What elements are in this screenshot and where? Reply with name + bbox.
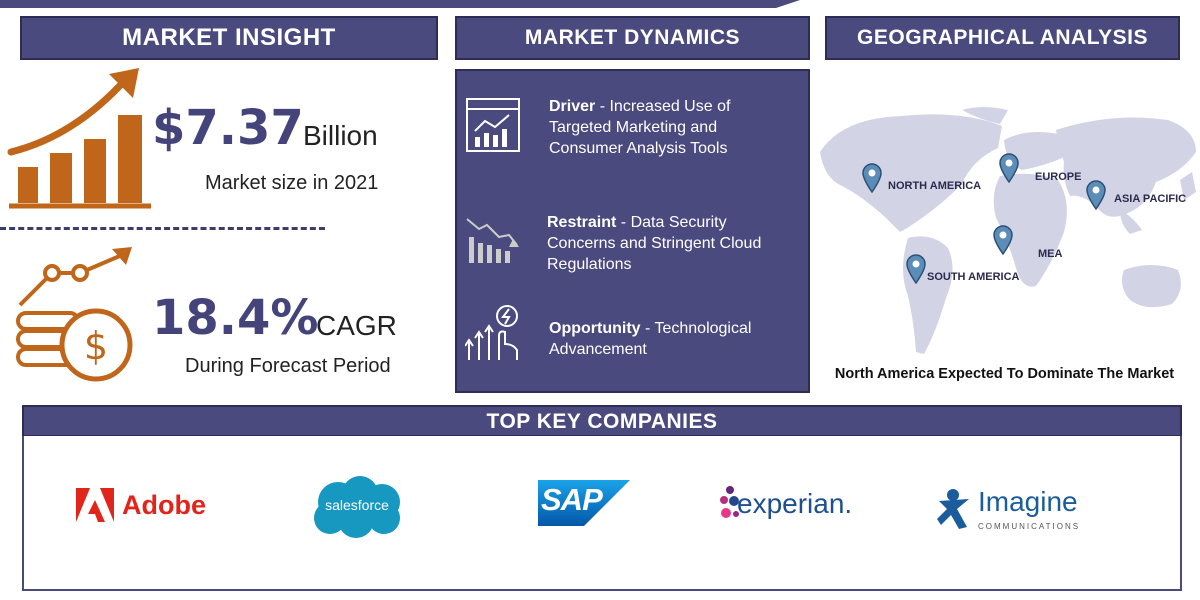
adobe-logo-icon	[76, 488, 114, 522]
companies-panel	[22, 436, 1182, 591]
sap-logo-icon	[538, 480, 630, 526]
experian-dots-icon	[720, 486, 739, 518]
restraint-description: Data Security Concerns and Stringent Clo…	[547, 214, 762, 273]
geographical-analysis-header: GEOGRAPHICAL ANALYSIS	[825, 16, 1180, 60]
mea-pin-icon	[993, 225, 1013, 255]
company-experian: experian.	[737, 488, 853, 519]
south-america-pin-icon	[906, 254, 926, 284]
cagr-caption: During Forecast Period	[185, 355, 391, 377]
driver-description: Increased Use of Targeted Marketing and …	[549, 98, 731, 157]
region-europe: EUROPE	[1035, 171, 1082, 183]
restraint-separator: -	[616, 214, 631, 231]
svg-text:$: $	[84, 324, 108, 368]
driver-title: Driver	[549, 98, 596, 115]
cagr-value: 18.4%	[152, 290, 319, 346]
touch-growth-icon	[465, 305, 518, 360]
company-imagine-subtitle: COMMUNICATIONS	[978, 522, 1081, 531]
coin-growth-icon: $	[16, 247, 133, 382]
geographical-analysis-title: GEOGRAPHICAL ANALYSIS	[857, 26, 1148, 49]
market-size-caption: Market size in 2021	[205, 172, 379, 194]
chart-analysis-icon	[466, 98, 520, 152]
top-key-companies-title: TOP KEY COMPANIES	[486, 410, 718, 433]
region-mea: MEA	[1038, 248, 1063, 260]
company-salesforce: salesforce	[325, 497, 389, 513]
opportunity-text: Opportunity - Technological Advancement	[549, 318, 779, 360]
growth-chart-icon	[7, 68, 151, 209]
market-insight-header: MARKET INSIGHT	[20, 16, 438, 60]
opportunity-title: Opportunity	[549, 320, 641, 337]
region-north-america: NORTH AMERICA	[888, 180, 982, 192]
company-imagine: Imagine	[978, 486, 1078, 517]
restraint-title: Restraint	[547, 214, 617, 231]
section-divider	[0, 227, 325, 230]
market-dynamics-panel	[455, 69, 810, 393]
opportunity-description: Technological Advancement	[549, 320, 752, 358]
imagine-figure-icon	[937, 489, 969, 529]
region-asia-pacific: ASIA PACIFIC	[1114, 193, 1187, 205]
opportunity-separator: -	[640, 320, 655, 337]
region-south-america: SOUTH AMERICA	[927, 271, 1020, 283]
market-dynamics-header: MARKET DYNAMICS	[455, 16, 810, 60]
market-size-value: $7.37	[152, 100, 304, 156]
salesforce-cloud-icon	[314, 476, 400, 538]
market-size-unit: Billion	[303, 120, 378, 151]
geography-conclusion: North America Expected To Dominate The M…	[834, 366, 1175, 382]
market-dynamics-title: MARKET DYNAMICS	[524, 26, 741, 49]
declining-bars-icon	[466, 218, 519, 263]
company-sap: SAP	[541, 482, 603, 517]
driver-text: Driver - Increased Use of Targeted Marke…	[549, 96, 779, 159]
top-key-companies-header: TOP KEY COMPANIES	[22, 405, 1182, 437]
market-insight-title: MARKET INSIGHT	[122, 24, 336, 51]
cagr-unit: CAGR	[316, 310, 397, 341]
asia-pacific-pin-icon	[1086, 180, 1106, 210]
restraint-text: Restraint - Data Security Concerns and S…	[547, 212, 777, 275]
europe-pin-icon	[999, 153, 1019, 183]
top-decorative-strip	[0, 0, 800, 8]
company-adobe: Adobe	[122, 490, 206, 520]
driver-separator: -	[595, 98, 610, 115]
north-america-pin-icon	[862, 163, 882, 193]
